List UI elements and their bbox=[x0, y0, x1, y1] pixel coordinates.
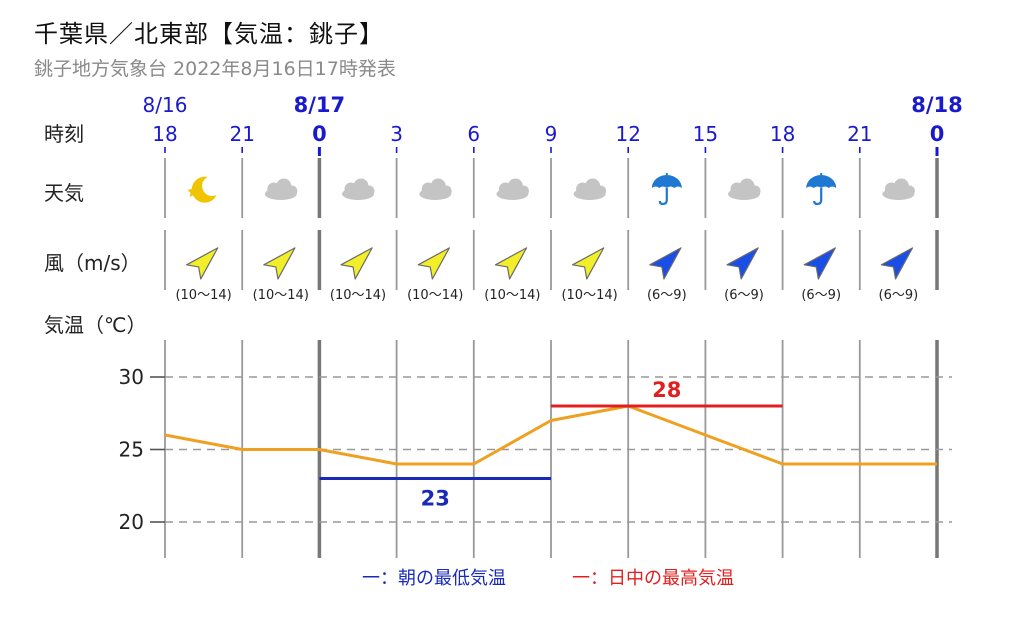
date-label: 8/16 bbox=[143, 93, 188, 117]
y-tick-label: 30 bbox=[119, 365, 144, 389]
umbrella-canopy bbox=[651, 175, 682, 188]
wind-arrow-icon bbox=[417, 247, 450, 280]
hour-label: 6 bbox=[467, 122, 480, 146]
wind-arrow-shape bbox=[803, 247, 836, 280]
wind-range: (10～14) bbox=[175, 288, 231, 303]
page-title: 千葉県／北東部【気温：銚子】 bbox=[34, 20, 384, 48]
cloud-part bbox=[440, 185, 452, 197]
hour-label: 21 bbox=[847, 122, 872, 146]
wind-arrow-shape bbox=[186, 247, 219, 280]
wind-range: (10～14) bbox=[484, 288, 540, 303]
umbrella-handle bbox=[658, 188, 668, 206]
hour-label: 9 bbox=[545, 122, 558, 146]
cloud-part bbox=[595, 185, 607, 197]
wind-arrow-icon bbox=[726, 247, 759, 280]
row-label-wind: 風（m/s） bbox=[44, 251, 141, 275]
wind-arrow-shape bbox=[880, 247, 914, 280]
min-temp-label: 23 bbox=[421, 487, 450, 511]
cloud-part bbox=[749, 185, 761, 197]
wind-arrow-shape bbox=[417, 247, 450, 280]
wind-arrow-icon bbox=[186, 247, 219, 280]
umbrella-handle bbox=[813, 188, 823, 206]
hour-label: 15 bbox=[693, 122, 718, 146]
wind-arrow-icon bbox=[263, 247, 296, 280]
wind-range: (10～14) bbox=[330, 288, 386, 303]
wind-arrow-shape bbox=[494, 247, 528, 280]
hour-label: 12 bbox=[615, 122, 640, 146]
cloud-icon bbox=[882, 178, 915, 200]
star-shape bbox=[187, 185, 200, 197]
row-label-temp: 気温（℃） bbox=[44, 313, 146, 337]
cloud-icon bbox=[728, 178, 761, 200]
wind-arrow-icon bbox=[880, 247, 914, 280]
wind-range: (6～9) bbox=[879, 288, 919, 303]
wind-arrow-icon bbox=[803, 247, 836, 280]
hour-label: 0 bbox=[312, 122, 327, 146]
cloud-part bbox=[286, 185, 298, 197]
legend-max: 一：日中の最高気温 bbox=[572, 568, 734, 589]
umbrella-icon bbox=[651, 173, 682, 206]
wind-arrow-shape bbox=[263, 247, 296, 280]
row-label-weather: 天気 bbox=[44, 181, 84, 205]
row-label-time: 時刻 bbox=[44, 122, 84, 146]
wind-arrow-icon bbox=[649, 247, 682, 280]
wind-range: (10～14) bbox=[561, 288, 617, 303]
moon-shape bbox=[191, 176, 217, 203]
max-temp-label: 28 bbox=[652, 378, 681, 402]
wind-arrow-shape bbox=[572, 247, 605, 280]
page-subtitle: 銚子地方気象台 2022年8月16日17時発表 bbox=[34, 58, 396, 80]
cloud-part bbox=[517, 185, 529, 197]
umbrella-icon bbox=[806, 173, 837, 206]
cloud-icon bbox=[342, 178, 375, 200]
wind-range: (10～14) bbox=[253, 288, 309, 303]
cloud-icon bbox=[264, 178, 298, 200]
legend-min: 一：朝の最低気温 bbox=[362, 568, 506, 589]
wind-arrow-icon bbox=[494, 247, 528, 280]
wind-arrow-shape bbox=[649, 247, 682, 280]
umbrella-canopy bbox=[806, 175, 837, 188]
y-tick-label: 25 bbox=[119, 438, 144, 462]
wind-range: (6～9) bbox=[801, 288, 841, 303]
hour-label: 21 bbox=[229, 122, 254, 146]
y-tick-label: 20 bbox=[119, 510, 144, 534]
wind-range: (10～14) bbox=[407, 288, 463, 303]
hour-label: 18 bbox=[152, 122, 177, 146]
cloud-part bbox=[903, 185, 915, 197]
wind-arrow-shape bbox=[340, 247, 373, 280]
hour-label: 18 bbox=[770, 122, 795, 146]
cloud-icon bbox=[496, 178, 529, 200]
wind-arrow-shape bbox=[726, 247, 759, 280]
wind-range: (6～9) bbox=[647, 288, 687, 303]
date-label: 8/17 bbox=[294, 93, 346, 117]
wind-arrow-icon bbox=[572, 247, 605, 280]
wind-range: (6～9) bbox=[724, 288, 764, 303]
cloud-icon bbox=[419, 178, 452, 200]
cloud-icon bbox=[573, 178, 607, 200]
hour-label: 0 bbox=[930, 122, 945, 146]
hour-label: 3 bbox=[390, 122, 403, 146]
cloud-part bbox=[363, 185, 375, 197]
wind-arrow-icon bbox=[340, 247, 373, 280]
moon-icon bbox=[187, 176, 217, 203]
date-label: 8/18 bbox=[911, 93, 963, 117]
